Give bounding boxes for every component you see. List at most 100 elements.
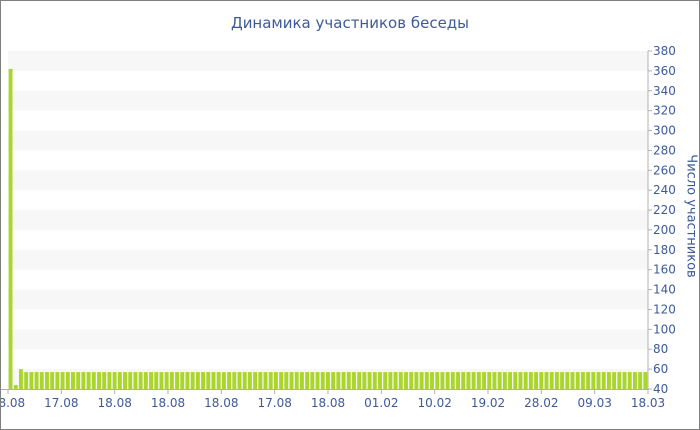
bar <box>357 372 362 389</box>
bar <box>310 372 315 389</box>
y-axis-label: Число участников <box>683 154 699 278</box>
bar <box>45 372 49 389</box>
bar <box>554 372 559 389</box>
bar <box>508 372 513 389</box>
x-tick-label: 28.02 <box>524 396 558 410</box>
bar <box>169 372 174 389</box>
bar <box>13 385 18 389</box>
bar <box>492 372 497 389</box>
y-tick-label: 40 <box>653 382 668 396</box>
y-tick-label: 280 <box>653 143 676 157</box>
bar <box>242 372 247 389</box>
y-tick-label: 380 <box>653 44 676 58</box>
bar <box>534 372 539 389</box>
bar <box>195 372 200 389</box>
y-tick-label: 260 <box>653 163 676 177</box>
bar <box>502 372 507 389</box>
grid-band <box>8 210 648 230</box>
bar <box>575 372 580 389</box>
x-tick-label: 17.08 <box>44 396 78 410</box>
chart-title: Динамика участников беседы <box>230 14 470 32</box>
x-tick-label: 01.02 <box>364 396 398 410</box>
y-tick-label: 220 <box>653 203 676 217</box>
bar <box>440 372 445 389</box>
bar <box>388 372 393 389</box>
bar <box>466 372 471 389</box>
bar <box>39 372 44 389</box>
y-tick-label: 360 <box>653 64 676 78</box>
bar <box>518 372 523 389</box>
bar <box>60 372 65 389</box>
bar <box>180 372 185 389</box>
bar <box>185 372 190 389</box>
bar <box>336 372 341 389</box>
bar <box>570 372 575 389</box>
bar <box>149 372 153 389</box>
bar <box>586 372 591 389</box>
bar <box>65 372 70 389</box>
bar <box>253 372 258 389</box>
bar <box>289 372 294 389</box>
bar <box>97 372 101 389</box>
bar <box>29 372 34 389</box>
x-tick-label: 18.08 <box>204 396 238 410</box>
bar <box>91 372 96 389</box>
bar <box>643 372 648 389</box>
bar <box>237 372 242 389</box>
bar <box>476 372 481 389</box>
bar <box>560 372 565 389</box>
bar <box>424 372 429 389</box>
bar <box>107 372 112 389</box>
bar <box>393 372 398 389</box>
bar <box>247 372 252 389</box>
grid-band <box>8 51 648 71</box>
x-tick-label: 18.08 <box>97 396 131 410</box>
bar <box>445 372 450 389</box>
y-tick-label: 300 <box>653 124 676 138</box>
bar <box>539 372 544 389</box>
bar <box>430 372 434 389</box>
bar <box>294 372 299 389</box>
bar <box>273 372 278 389</box>
bar <box>117 372 122 389</box>
bar <box>123 372 127 389</box>
grid-band <box>8 329 648 350</box>
y-tick-label: 320 <box>653 104 676 118</box>
x-tick-label: 18.08 <box>1 396 25 410</box>
x-tick-label: 18.03 <box>631 396 665 410</box>
x-tick-label: 19.02 <box>471 396 505 410</box>
bar <box>232 372 237 389</box>
bar <box>341 372 346 389</box>
bar <box>268 372 273 389</box>
y-tick-label: 160 <box>653 263 676 277</box>
bar <box>513 372 518 389</box>
bar <box>19 369 23 389</box>
bar <box>544 372 549 389</box>
bar <box>76 372 81 389</box>
bar <box>617 372 622 389</box>
bar <box>409 372 414 389</box>
bar <box>190 372 195 389</box>
bar <box>450 372 455 389</box>
bar <box>601 372 606 389</box>
bar <box>612 372 617 389</box>
bar <box>638 372 643 389</box>
bar <box>632 372 637 389</box>
bar <box>565 372 570 389</box>
bar <box>143 372 148 389</box>
bar <box>128 372 133 389</box>
bar <box>299 372 304 389</box>
bar <box>372 372 377 389</box>
bar <box>138 372 143 389</box>
grid-band <box>8 90 648 111</box>
y-tick-label: 140 <box>653 283 676 297</box>
bar <box>325 372 330 389</box>
bar <box>206 372 211 389</box>
bar <box>497 372 502 389</box>
y-tick-label: 60 <box>653 362 668 376</box>
bar <box>482 372 486 389</box>
bar <box>34 372 39 389</box>
bar <box>580 372 585 389</box>
bar <box>414 372 419 389</box>
